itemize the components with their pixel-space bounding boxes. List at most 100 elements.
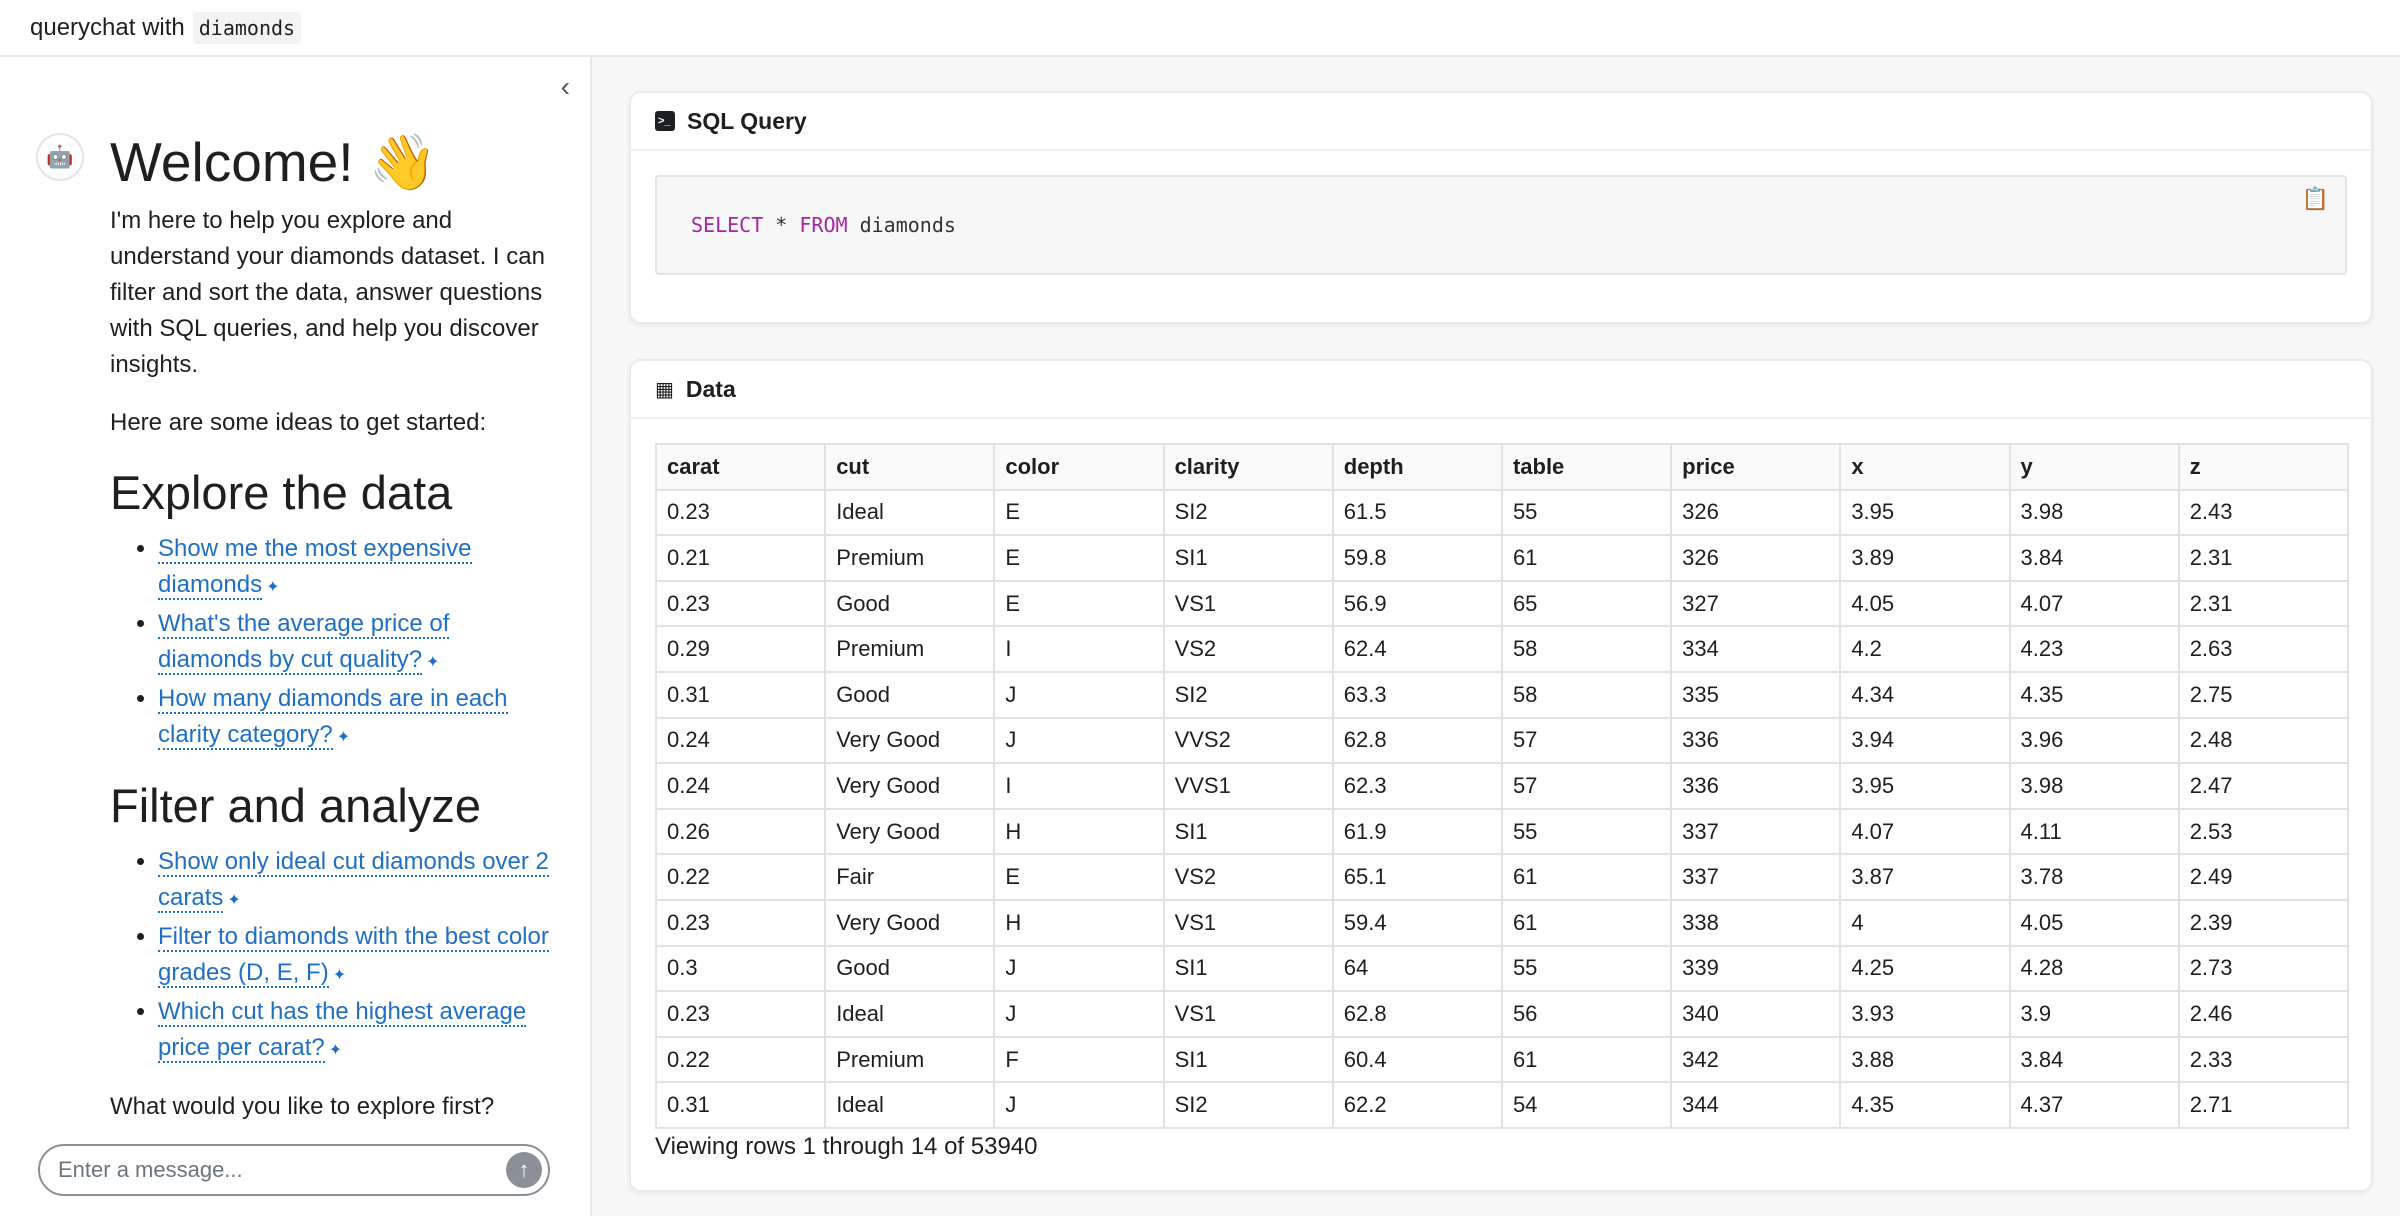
column-header[interactable]: clarity bbox=[1162, 443, 1334, 491]
table-cell: 340 bbox=[1670, 990, 1842, 1038]
closing-text: What would you like to explore first? bbox=[110, 1093, 495, 1120]
table-cell: 337 bbox=[1670, 853, 1842, 901]
table-cell: Good bbox=[824, 944, 996, 993]
sparkle-icon: ✦ bbox=[332, 967, 347, 984]
table-cell: 342 bbox=[1670, 1035, 1842, 1084]
suggestion-link[interactable]: Show only ideal cut diamonds over 2 cara… bbox=[158, 848, 549, 913]
table-cell: 4.35 bbox=[2008, 670, 2180, 719]
table-cell: 0.29 bbox=[654, 625, 827, 673]
table-cell: 55 bbox=[1500, 488, 1673, 537]
column-header[interactable]: color bbox=[993, 443, 1165, 491]
table-cell: 2.71 bbox=[2177, 1081, 2350, 1129]
table-cell: J bbox=[993, 944, 1165, 993]
column-header[interactable]: carat bbox=[654, 443, 827, 491]
table-cell: 63.3 bbox=[1331, 670, 1503, 719]
table-cell: Good bbox=[824, 579, 996, 628]
table-cell: 2.46 bbox=[2177, 990, 2350, 1038]
table-cell: 2.33 bbox=[2177, 1035, 2350, 1084]
table-cell: E bbox=[993, 579, 1165, 628]
table-cell: H bbox=[993, 807, 1165, 856]
table-cell: 4.35 bbox=[1839, 1081, 2011, 1129]
list-item: What's the average price of diamonds by … bbox=[158, 606, 560, 681]
table-cell: 327 bbox=[1670, 579, 1842, 628]
table-cell: 2.63 bbox=[2177, 625, 2350, 673]
table-cell: 54 bbox=[1500, 1081, 1673, 1129]
suggestion-link[interactable]: What's the average price of diamonds by … bbox=[158, 610, 450, 675]
table-cell: 4.05 bbox=[2008, 898, 2180, 947]
table-cell: 58 bbox=[1500, 670, 1673, 719]
sparkle-icon: ✦ bbox=[266, 579, 280, 596]
column-header[interactable]: depth bbox=[1331, 443, 1503, 491]
table-cell: J bbox=[993, 1081, 1165, 1129]
table-cell: 3.88 bbox=[1839, 1035, 2011, 1084]
table-cell: 0.24 bbox=[654, 716, 827, 765]
app-header: querychat with diamonds bbox=[0, 0, 2400, 57]
assistant-message: Welcome! 👋 I'm here to help you explore … bbox=[110, 127, 560, 1147]
table-cell: 335 bbox=[1670, 670, 1842, 719]
table-cell: 3.84 bbox=[2008, 534, 2180, 582]
table-cell: Premium bbox=[824, 625, 996, 673]
table-row: 0.26 Very Good H SI1 61.9 55 337 4.07 4.11 2.53 bbox=[654, 807, 2350, 856]
clipboard-icon[interactable]: 📋 bbox=[2301, 187, 2329, 212]
table-cell: 57 bbox=[1500, 716, 1673, 765]
sparkle-icon: ✦ bbox=[328, 1042, 343, 1059]
table-row: 0.31 Ideal J SI2 62.2 54 344 4.35 4.37 2.71 bbox=[654, 1081, 2350, 1129]
table-cell: VVS1 bbox=[1162, 762, 1334, 810]
chat-input[interactable]: ↑ bbox=[38, 1144, 550, 1196]
table-cell: SI1 bbox=[1162, 944, 1334, 993]
table-cell: 3.94 bbox=[1839, 716, 2011, 765]
table-cell: I bbox=[993, 625, 1165, 673]
list-item: Show me the most expensive diamonds✦ bbox=[158, 531, 560, 606]
suggestion-link[interactable]: Which cut has the highest average price … bbox=[158, 998, 527, 1063]
table-cell: Very Good bbox=[824, 898, 996, 947]
table-cell: 61 bbox=[1500, 1035, 1673, 1084]
table-cell: E bbox=[993, 853, 1165, 901]
table-cell: SI1 bbox=[1162, 807, 1334, 856]
suggestion-link[interactable]: Show me the most expensive diamonds bbox=[158, 535, 472, 600]
table-cell: 3.98 bbox=[2008, 488, 2180, 537]
column-header[interactable]: y bbox=[2008, 443, 2180, 491]
terminal-icon: >_ bbox=[655, 111, 675, 131]
table-row: 0.22 Premium F SI1 60.4 61 342 3.88 3.84 2.33 bbox=[654, 1035, 2350, 1084]
sql-keyword: FROM bbox=[799, 213, 848, 237]
row-count-footer: Viewing rows 1 through 14 of 53940 bbox=[655, 1132, 1038, 1160]
table-cell: 65.1 bbox=[1331, 853, 1503, 901]
table-cell: 2.53 bbox=[2177, 807, 2350, 856]
table-cell: 3.87 bbox=[1839, 853, 2011, 901]
table-cell: 3.98 bbox=[2008, 762, 2180, 810]
table-cell: 62.8 bbox=[1331, 990, 1503, 1038]
message-input[interactable] bbox=[58, 1157, 506, 1183]
table-cell: E bbox=[993, 488, 1165, 537]
suggestion-link[interactable]: Filter to diamonds with the best color g… bbox=[158, 923, 549, 988]
table-row: 0.31 Good J SI2 63.3 58 335 4.34 4.35 2.75 bbox=[654, 670, 2350, 719]
intro-text: I'm here to help you explore and underst… bbox=[110, 207, 545, 378]
column-header[interactable]: x bbox=[1839, 443, 2011, 491]
sql-code-block: SELECT * FROM diamonds 📋 bbox=[655, 175, 2347, 275]
table-cell: Premium bbox=[824, 534, 996, 582]
send-arrow-icon[interactable]: ↑ bbox=[506, 1152, 542, 1188]
table-row: 0.29 Premium I VS2 62.4 58 334 4.2 4.23 2.63 bbox=[654, 625, 2350, 673]
welcome-heading: Welcome! 👋 bbox=[110, 131, 438, 193]
table-cell: 0.24 bbox=[654, 762, 827, 810]
table-cell: 3.78 bbox=[2008, 853, 2180, 901]
table-cell: 3.93 bbox=[1839, 990, 2011, 1038]
table-cell: 2.43 bbox=[2177, 488, 2350, 537]
table-cell: 326 bbox=[1670, 488, 1842, 537]
column-header[interactable]: price bbox=[1670, 443, 1842, 491]
suggestion-link[interactable]: How many diamonds are in each clarity ca… bbox=[158, 685, 508, 750]
table-cell: 0.21 bbox=[654, 534, 827, 582]
table-cell: 338 bbox=[1670, 898, 1842, 947]
column-header[interactable]: table bbox=[1500, 443, 1673, 491]
table-cell: 59.8 bbox=[1331, 534, 1503, 582]
table-cell: VS2 bbox=[1162, 853, 1334, 901]
column-header[interactable]: z bbox=[2177, 443, 2350, 491]
list-item: Show only ideal cut diamonds over 2 cara… bbox=[158, 844, 560, 919]
table-cell: Ideal bbox=[824, 1081, 996, 1129]
table-cell: 326 bbox=[1670, 534, 1842, 582]
collapse-sidebar-icon[interactable]: ‹ bbox=[560, 71, 570, 102]
section-heading: Explore the data bbox=[110, 466, 453, 519]
table-cell: 2.75 bbox=[2177, 670, 2350, 719]
sparkle-icon: ✦ bbox=[227, 892, 241, 909]
table-cell: 339 bbox=[1670, 944, 1842, 993]
column-header[interactable]: cut bbox=[824, 443, 996, 491]
